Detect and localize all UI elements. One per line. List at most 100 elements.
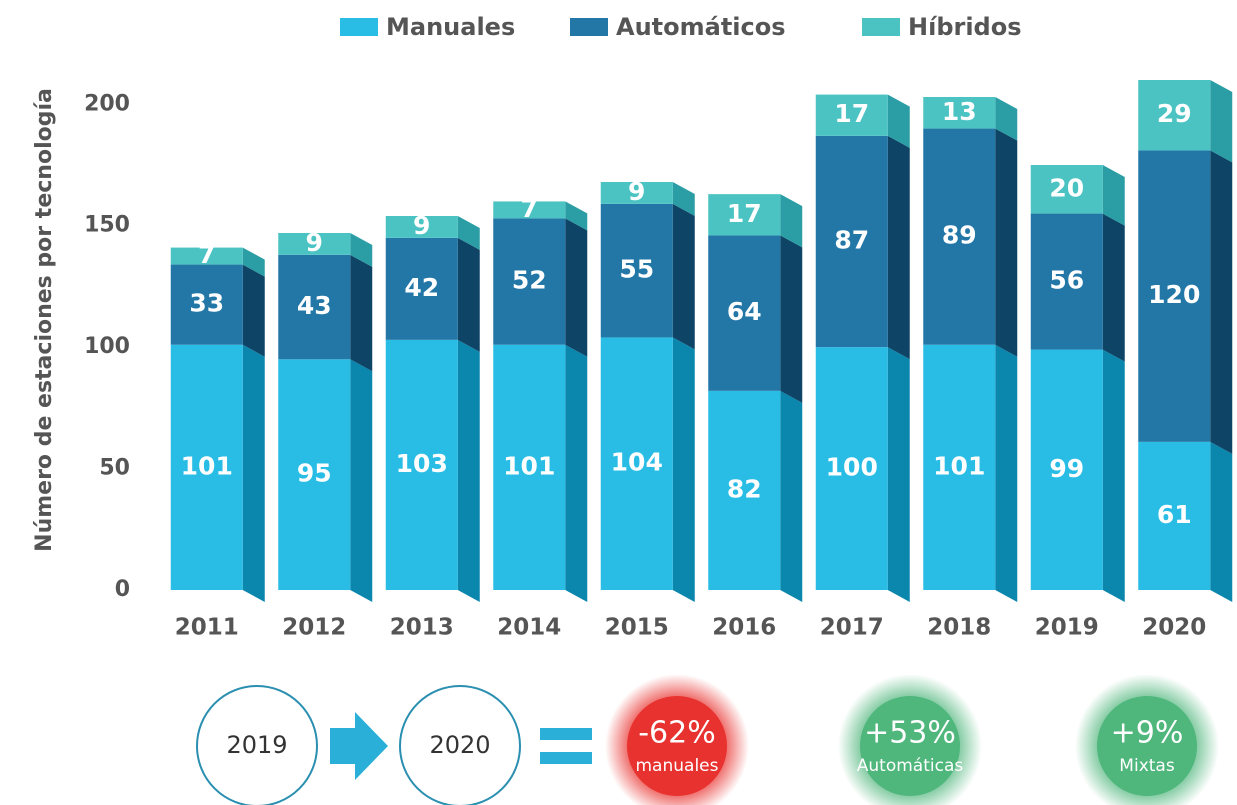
x-tick-label: 2012 — [282, 615, 346, 641]
bar — [1138, 150, 1211, 442]
x-tick-label: 2020 — [1142, 615, 1206, 641]
data-label: 101 — [933, 451, 985, 480]
bar — [923, 344, 996, 590]
bar-side — [1102, 213, 1125, 362]
bar — [493, 201, 566, 219]
bar — [600, 337, 673, 590]
x-tick-label: 2014 — [497, 615, 561, 641]
y-tick-label: 150 — [84, 213, 130, 238]
bubble-value: -62% — [638, 716, 716, 751]
x-tick-label: 2016 — [712, 615, 776, 641]
legend-label: Automáticos — [616, 13, 786, 41]
bubble-core — [1097, 696, 1197, 796]
bar-side — [887, 94, 910, 148]
bar — [385, 339, 458, 590]
legend-swatch — [340, 18, 378, 36]
data-label: 9 — [413, 211, 430, 240]
from-year: 2019 — [226, 731, 287, 759]
bar — [278, 254, 351, 360]
data-label: 101 — [181, 451, 233, 480]
y-tick-label: 50 — [99, 456, 130, 481]
arrow — [330, 712, 388, 780]
bar-side — [242, 247, 265, 277]
bar-side — [1210, 441, 1233, 602]
circle — [399, 685, 521, 805]
data-label: 52 — [512, 266, 547, 295]
bar-side — [672, 203, 695, 350]
data-label: 13 — [942, 97, 977, 126]
data-label: 7 — [198, 240, 215, 269]
data-label: 64 — [727, 297, 762, 326]
data-label: 20 — [1049, 173, 1084, 202]
bar-side — [672, 182, 695, 216]
data-label: 120 — [1148, 280, 1200, 309]
data-label: 43 — [297, 291, 332, 320]
bar-side — [242, 344, 265, 602]
bar-side — [1102, 349, 1125, 602]
bar-side — [1210, 80, 1233, 163]
y-axis-title: Número de estaciones por tecnología — [32, 88, 57, 552]
bar — [278, 359, 351, 590]
equals — [540, 752, 592, 764]
bar — [170, 264, 243, 345]
to-year: 2020 — [429, 731, 490, 759]
bar — [708, 194, 781, 236]
bar — [815, 347, 888, 590]
bubble-label: manuales — [636, 756, 719, 776]
bar — [385, 237, 458, 340]
bar — [170, 344, 243, 590]
bar-side — [565, 201, 588, 231]
x-tick-label: 2015 — [605, 615, 669, 641]
data-label: 17 — [727, 199, 762, 228]
data-label: 42 — [404, 273, 439, 302]
data-label: 29 — [1157, 99, 1192, 128]
bubble-label: Mixtas — [1119, 756, 1175, 776]
bubble-value: +53% — [864, 716, 956, 751]
bar-side — [350, 233, 373, 267]
y-tick-label: 0 — [115, 577, 130, 602]
bar-side — [565, 218, 588, 357]
bar-side — [672, 337, 695, 602]
bubble-core — [860, 696, 960, 796]
bar-side — [457, 339, 480, 602]
comparison: 2019 2020 — [196, 685, 592, 805]
bar — [708, 235, 781, 391]
data-label: 95 — [297, 459, 332, 488]
bar — [170, 247, 243, 265]
bar — [493, 344, 566, 590]
equals — [540, 728, 592, 740]
bar-side — [995, 128, 1018, 357]
bar — [493, 218, 566, 345]
data-label: 103 — [396, 449, 448, 478]
bar-side — [1102, 165, 1125, 226]
bar-side — [565, 344, 588, 602]
bar-side — [995, 97, 1018, 141]
x-tick-label: 2013 — [390, 615, 454, 641]
data-label: 7 — [521, 194, 538, 223]
data-label: 87 — [834, 226, 869, 255]
data-label: 99 — [1049, 454, 1084, 483]
bar — [1138, 80, 1211, 151]
legend-label: Manuales — [386, 13, 515, 41]
data-label: 9 — [306, 228, 323, 257]
bar — [1030, 213, 1103, 350]
bar — [600, 182, 673, 204]
bar — [708, 390, 781, 590]
bar-side — [242, 264, 265, 357]
bar-side — [887, 347, 910, 602]
y-tick-label: 100 — [84, 334, 130, 359]
data-label: 17 — [834, 99, 869, 128]
bubble-label: Automáticas — [857, 756, 964, 776]
data-label: 9 — [628, 177, 645, 206]
bar — [815, 94, 888, 136]
bar — [600, 203, 673, 338]
bar-side — [995, 344, 1018, 602]
data-label: 61 — [1157, 500, 1192, 529]
bar-side — [350, 359, 373, 602]
bar — [1030, 349, 1103, 590]
bar-side — [780, 390, 803, 602]
x-tick-label: 2018 — [927, 615, 991, 641]
bar — [385, 216, 458, 238]
bar — [278, 233, 351, 255]
